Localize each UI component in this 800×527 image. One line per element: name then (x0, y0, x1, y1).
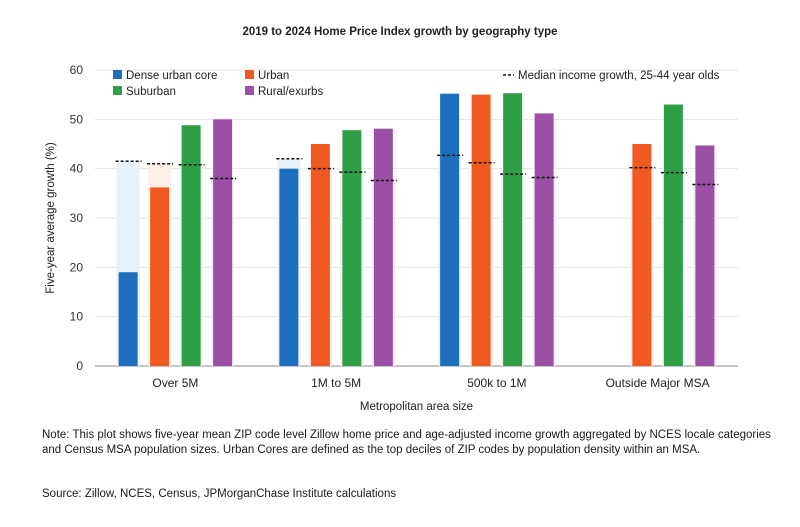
bar (342, 130, 362, 366)
bar (632, 144, 652, 366)
bar (279, 168, 299, 366)
y-tick-label: 30 (70, 211, 84, 225)
y-tick-label: 60 (70, 63, 84, 77)
bar (440, 93, 460, 367)
y-tick-label: 20 (70, 260, 84, 274)
legend-label: Rural/exurbs (258, 86, 323, 98)
chart-note: Note: This plot shows five-year mean ZIP… (42, 429, 771, 456)
legend-label: Dense urban core (126, 70, 217, 82)
chart-title: 2019 to 2024 Home Price Index growth by … (242, 26, 558, 38)
legend-swatch (113, 70, 122, 79)
chart-svg: 0 10 20 30 40 50 60 Five-year average growth (%… (45, 63, 738, 413)
legend-swatch (245, 70, 254, 79)
legend-swatch (245, 86, 254, 95)
x-tick-label: Outside Major MSA (606, 376, 710, 390)
bar (118, 272, 138, 366)
x-tick-label: 500k to 1M (467, 376, 526, 390)
axis-layer: 0 10 20 30 40 50 60 Five-year average growth (%… (45, 63, 710, 413)
legend-swatch (113, 86, 122, 95)
bar (503, 93, 523, 366)
y-tick-label: 40 (70, 162, 84, 176)
legend: Dense urban core Urban Suburban Rural/exurb… (113, 70, 720, 98)
legend-label: Urban (258, 70, 289, 82)
x-tick-label: Over 5M (152, 376, 198, 390)
y-tick-label: 0 (76, 359, 83, 373)
bar (471, 94, 491, 367)
x-tick-label: 1M to 5M (311, 376, 361, 390)
legend-label: Suburban (126, 86, 176, 98)
bar (213, 119, 233, 366)
y-axis-label: Five-year average growth (%) (45, 142, 57, 294)
chart-source: Source: Zillow, NCES, Census, JPMorganCh… (42, 488, 397, 500)
bar (150, 187, 170, 366)
y-tick-label: 10 (70, 310, 84, 324)
bar (695, 145, 715, 366)
bar (181, 125, 201, 367)
bar (663, 104, 683, 367)
bar (534, 113, 554, 366)
y-tick-label: 50 (70, 112, 84, 126)
legend-income-label: Median income growth, 25-44 year olds (518, 70, 720, 82)
bar (373, 128, 393, 366)
income-marker-layer (115, 154, 719, 186)
income-background-layer (116, 155, 717, 366)
bar-layer (118, 93, 715, 367)
bar (310, 144, 330, 366)
x-axis-label: Metropolitan area size (360, 401, 473, 413)
